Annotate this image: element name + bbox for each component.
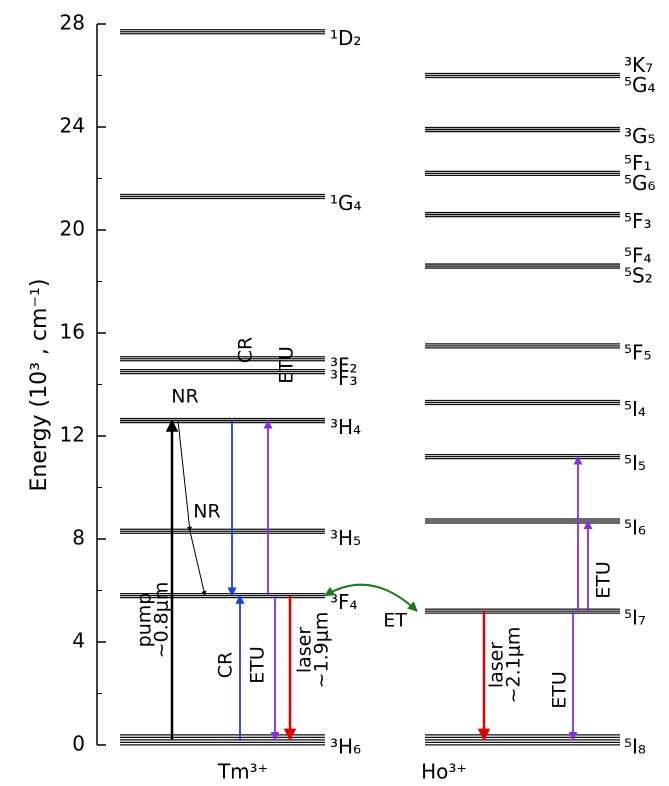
energy-level: ⁵I₄ (425, 397, 646, 421)
transition-arrow (189, 531, 207, 597)
transition-label: ~1.9μm (311, 612, 333, 689)
y-tick-label: 4 (72, 629, 85, 653)
energy-level: ³G₅ (425, 124, 656, 148)
level-label: ³H₅ (330, 526, 361, 550)
transition-label: laser (294, 627, 316, 674)
level-label: ⁵I₈ (624, 734, 646, 758)
level-label: ⁵F₃ (624, 209, 652, 233)
level-label: ⁵S₂ (624, 264, 653, 288)
y-axis-label: Energy (10³ , cm⁻¹) (27, 279, 52, 492)
energy-level: ⁵I₆ (425, 515, 646, 539)
level-label: ⁵G₆ (624, 171, 656, 195)
level-label: ⁵F₄ (624, 244, 652, 268)
y-tick-label: 16 (60, 320, 85, 344)
y-tick-label: 20 (60, 217, 85, 241)
level-label: ⁵I₄ (624, 397, 646, 421)
ion-label: Ho³⁺ (421, 760, 467, 784)
level-label: ³F₂ (330, 353, 358, 377)
level-label: ³H₆ (330, 734, 361, 758)
energy-level: ⁵I₅ (425, 451, 646, 475)
transition-label: NR (171, 386, 198, 408)
energy-level: ³F₂ (120, 353, 358, 377)
y-tick-label: 0 (72, 732, 85, 756)
y-tick-label: 8 (72, 526, 85, 550)
transition-label: ETU (549, 671, 571, 709)
transition-label: ~2.1μm (503, 627, 525, 704)
transition-arrow (324, 583, 418, 612)
energy-level: ³H₆ (120, 734, 361, 758)
level-label: ⁵G₄ (624, 73, 656, 97)
energy-level: ⁵F₅ (425, 340, 652, 364)
energy-level: ³H₅ (120, 526, 361, 550)
energy-level: ⁵I₇ (425, 606, 646, 630)
ion-label: Tm³⁺ (217, 760, 268, 784)
level-label: ⁵F₅ (624, 340, 652, 364)
energy-level: ⁵F₃ (425, 209, 652, 233)
energy-level: ¹G₄ (120, 191, 362, 215)
transition-label: laser (486, 642, 508, 689)
level-label: ¹G₄ (330, 191, 362, 215)
level-label: ³F₄ (330, 590, 358, 614)
transition-label: NR (193, 501, 220, 523)
level-label: ⁵F₁ (624, 151, 652, 175)
energy-level: ³F₃ (120, 366, 358, 390)
level-label: ¹D₂ (330, 26, 361, 50)
transition-label: ETU (247, 646, 269, 684)
level-label: ³K₇ (624, 53, 653, 77)
transition-label: ETU (276, 346, 298, 384)
transition-label: ~0.8μm (151, 582, 173, 659)
transition-label: CR (235, 337, 257, 363)
transition-label: pump (134, 593, 156, 648)
transition-label: ETU (593, 561, 615, 599)
y-tick-label: 12 (60, 423, 85, 447)
energy-level: ³H₄ (120, 415, 361, 439)
transition-label: ET (383, 610, 407, 632)
level-label: ³H₄ (330, 415, 361, 439)
energy-level: ¹D₂ (120, 26, 361, 50)
y-tick-label: 28 (60, 11, 85, 35)
transition-arrow (177, 420, 193, 532)
level-label: ⁵I₅ (624, 451, 646, 475)
level-label: ⁵I₇ (624, 606, 646, 630)
y-tick-label: 24 (60, 114, 85, 138)
transition-label: CR (215, 652, 237, 678)
level-label: ³F₃ (330, 366, 358, 390)
level-label: ⁵I₆ (624, 515, 646, 539)
energy-level: ⁵I₈ (425, 734, 646, 758)
level-label: ³G₅ (624, 124, 656, 148)
